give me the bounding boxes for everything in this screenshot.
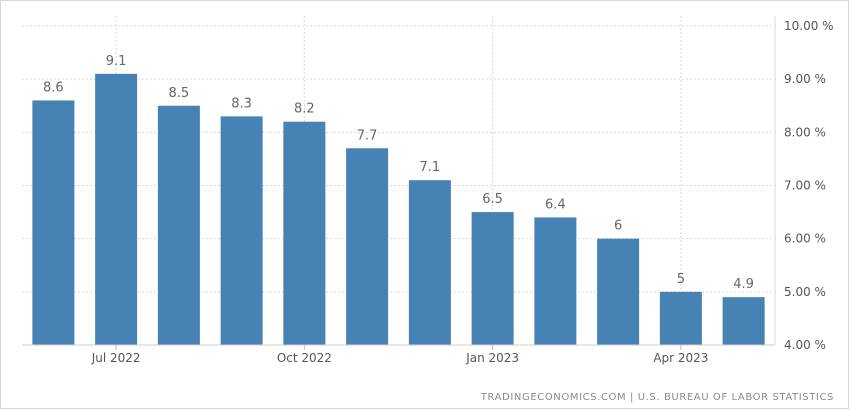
bar-apr-2023 (659, 291, 702, 345)
bar-sep-2022 (220, 116, 263, 345)
data-label: 7.1 (420, 160, 441, 175)
bars (32, 73, 765, 345)
x-tick-label: Oct 2022 (277, 351, 332, 365)
data-label: 8.5 (169, 86, 190, 101)
bar-may-2023 (722, 297, 765, 345)
data-label: 6 (614, 219, 622, 234)
data-labels: 8.6 9.1 8.5 8.3 8.2 7.7 7.1 6.5 6.4 6 5 4.9 (43, 54, 754, 292)
x-tick-label: Jan 2023 (465, 351, 519, 365)
bar-jun-2022 (32, 100, 75, 345)
data-label: 8.3 (231, 96, 252, 111)
y-tick-label: 9.00 % (784, 72, 826, 86)
source-note: TRADINGECONOMICS.COM | U.S. BUREAU OF LA… (480, 392, 834, 403)
data-label: 7.7 (357, 128, 378, 143)
bar-oct-2022 (283, 121, 326, 345)
data-label: 8.6 (43, 80, 64, 95)
bar-aug-2022 (157, 105, 200, 345)
x-tick-label: Jul 2022 (91, 351, 141, 365)
y-tick-label: 5.00 % (784, 285, 826, 299)
y-tick-label: 7.00 % (784, 179, 826, 193)
bar-feb-2023 (534, 217, 577, 345)
data-label: 6.4 (545, 197, 566, 212)
y-tick-label: 10.00 % (784, 19, 834, 33)
x-tick-label: Apr 2023 (653, 351, 708, 365)
x-axis: Jul 2022 Oct 2022 Jan 2023 Apr 2023 (22, 344, 775, 365)
bar-mar-2023 (597, 238, 640, 345)
data-label: 9.1 (106, 54, 127, 69)
bar-nov-2022 (346, 148, 389, 345)
y-tick-label: 6.00 % (784, 232, 826, 246)
bar-jan-2023 (471, 212, 514, 345)
bar-dec-2022 (408, 180, 451, 345)
bar-jul-2022 (95, 73, 138, 345)
y-axis: 10.00 % 9.00 % 8.00 % 7.00 % 6.00 % 5.00 % 4.0… (774, 16, 834, 352)
data-label: 4.9 (733, 277, 754, 292)
data-label: 5 (677, 272, 685, 287)
data-label: 8.2 (294, 102, 315, 117)
data-label: 6.5 (482, 192, 503, 207)
y-tick-label: 4.00 % (784, 338, 826, 352)
y-tick-label: 8.00 % (784, 125, 826, 139)
